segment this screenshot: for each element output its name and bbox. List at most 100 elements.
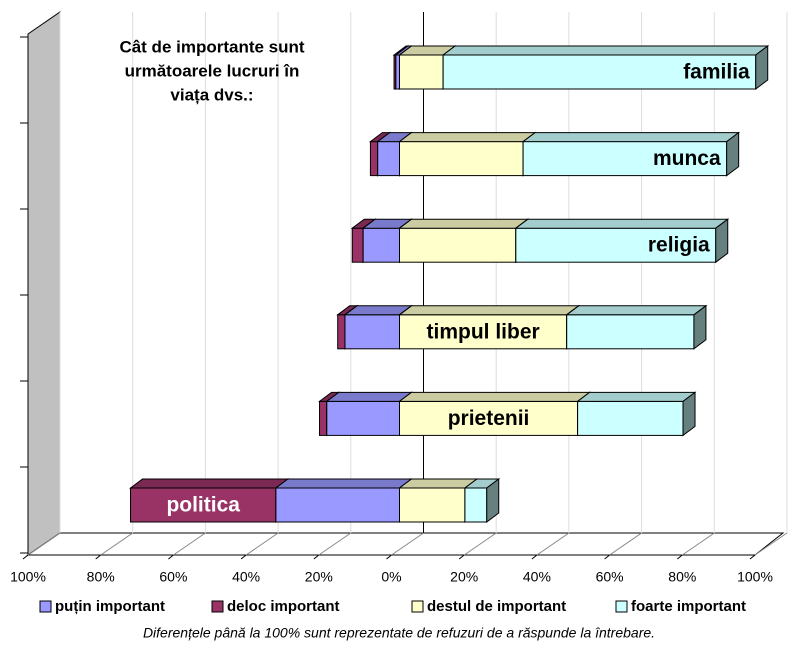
floor-grid-line	[27, 532, 61, 556]
bar-top	[325, 391, 413, 402]
bar-front	[344, 314, 401, 350]
bar-segment	[325, 391, 413, 437]
bar-segment	[514, 218, 730, 264]
tick-mark	[604, 554, 610, 560]
bar-front	[326, 400, 400, 436]
category-label: familia	[683, 61, 750, 84]
category-label: timpul liber	[427, 320, 540, 343]
floor	[26, 532, 785, 556]
bar-side	[486, 478, 500, 523]
bar-segment	[398, 218, 530, 264]
bar-front	[522, 141, 728, 177]
floor-grid-line	[318, 532, 352, 556]
x-tick-label: 60%	[596, 569, 624, 585]
bar-front	[351, 227, 364, 263]
bar-front	[399, 54, 444, 90]
x-tick-label: 20%	[450, 569, 478, 585]
bar-segment	[565, 304, 708, 350]
bar-front	[577, 400, 684, 436]
bar-segment	[521, 131, 741, 177]
tick-mark	[240, 554, 247, 560]
bar-top	[521, 132, 741, 143]
plot-walls	[26, 11, 785, 556]
bar-front	[377, 141, 401, 177]
bar-front	[369, 141, 379, 177]
floor-grid-line	[463, 532, 497, 556]
x-tick-label: 80%	[668, 569, 696, 585]
x-tick-label: 60%	[159, 569, 187, 585]
floor-grid-line	[609, 532, 642, 556]
bar-front	[566, 314, 695, 350]
bar-front	[464, 487, 488, 523]
category-label: prietenii	[448, 407, 530, 430]
bar-side	[755, 45, 769, 90]
bar-top	[514, 218, 730, 229]
bar-segment	[463, 478, 501, 523]
legend-swatch	[39, 600, 52, 613]
bar-front	[362, 227, 400, 263]
bar-segment	[274, 478, 413, 523]
x-tick-label: 40%	[523, 569, 551, 585]
legend-swatch	[211, 600, 224, 613]
x-tick-label: 100%	[10, 569, 46, 585]
bar-front	[399, 141, 524, 177]
tick-mark	[313, 554, 320, 560]
bar-front	[399, 487, 466, 523]
bar-top	[565, 305, 708, 316]
category-label: munca	[653, 147, 721, 170]
left-wall	[27, 11, 61, 556]
x-tick-label: 0%	[381, 569, 401, 585]
legend-label: destul de important	[427, 598, 566, 615]
bar-segment	[576, 391, 697, 437]
chart-title: viața dvs.:	[170, 85, 253, 104]
bar-top	[398, 132, 537, 143]
bar-segment	[441, 45, 770, 90]
bar-front	[275, 487, 400, 523]
tick-mark	[676, 554, 683, 560]
tick-mark	[22, 554, 29, 560]
bar-top	[441, 45, 770, 56]
bar-front	[319, 400, 328, 436]
floor-grid-line	[536, 532, 570, 556]
bar-top	[129, 478, 290, 489]
bar-top	[274, 478, 413, 489]
bar-front	[399, 227, 517, 263]
bar-top	[398, 305, 581, 316]
bar-side	[726, 131, 740, 177]
tick-mark	[168, 554, 174, 560]
bar-top	[398, 478, 479, 489]
bar-front	[442, 54, 757, 90]
floor-grid-line	[173, 532, 206, 556]
x-tick-label: 80%	[87, 569, 115, 585]
floor-grid-line	[682, 532, 715, 556]
bar-segment	[129, 478, 290, 523]
floor-grid-line	[754, 532, 788, 556]
category-label: religia	[648, 234, 710, 257]
tick-mark	[531, 554, 538, 560]
legend-swatch	[411, 600, 424, 613]
bar-segment	[398, 131, 537, 177]
bar-front	[337, 314, 346, 350]
x-tick-label: 100%	[737, 569, 773, 585]
chart-title: următoarele lucruri în	[125, 61, 300, 80]
bar-top	[576, 391, 697, 402]
bar-side	[693, 304, 707, 350]
floor-grid-line	[245, 532, 279, 556]
x-tick-label: 40%	[232, 569, 260, 585]
bar-top	[398, 391, 592, 402]
legend-label: foarte important	[631, 598, 746, 615]
chart-title: Cât de importante sunt	[119, 37, 304, 56]
floor-grid-line	[100, 532, 133, 556]
tick-mark	[749, 554, 756, 560]
tick-mark	[458, 554, 465, 560]
bar-top	[398, 218, 530, 229]
legend-swatch	[615, 600, 628, 613]
tick-mark	[386, 554, 392, 560]
legend-label: deloc important	[227, 598, 340, 615]
bar-side	[715, 218, 729, 264]
legend-label: puțin important	[55, 598, 165, 615]
x-tick-label: 20%	[305, 569, 333, 585]
bar-front	[395, 54, 400, 90]
category-label: politica	[166, 494, 240, 517]
